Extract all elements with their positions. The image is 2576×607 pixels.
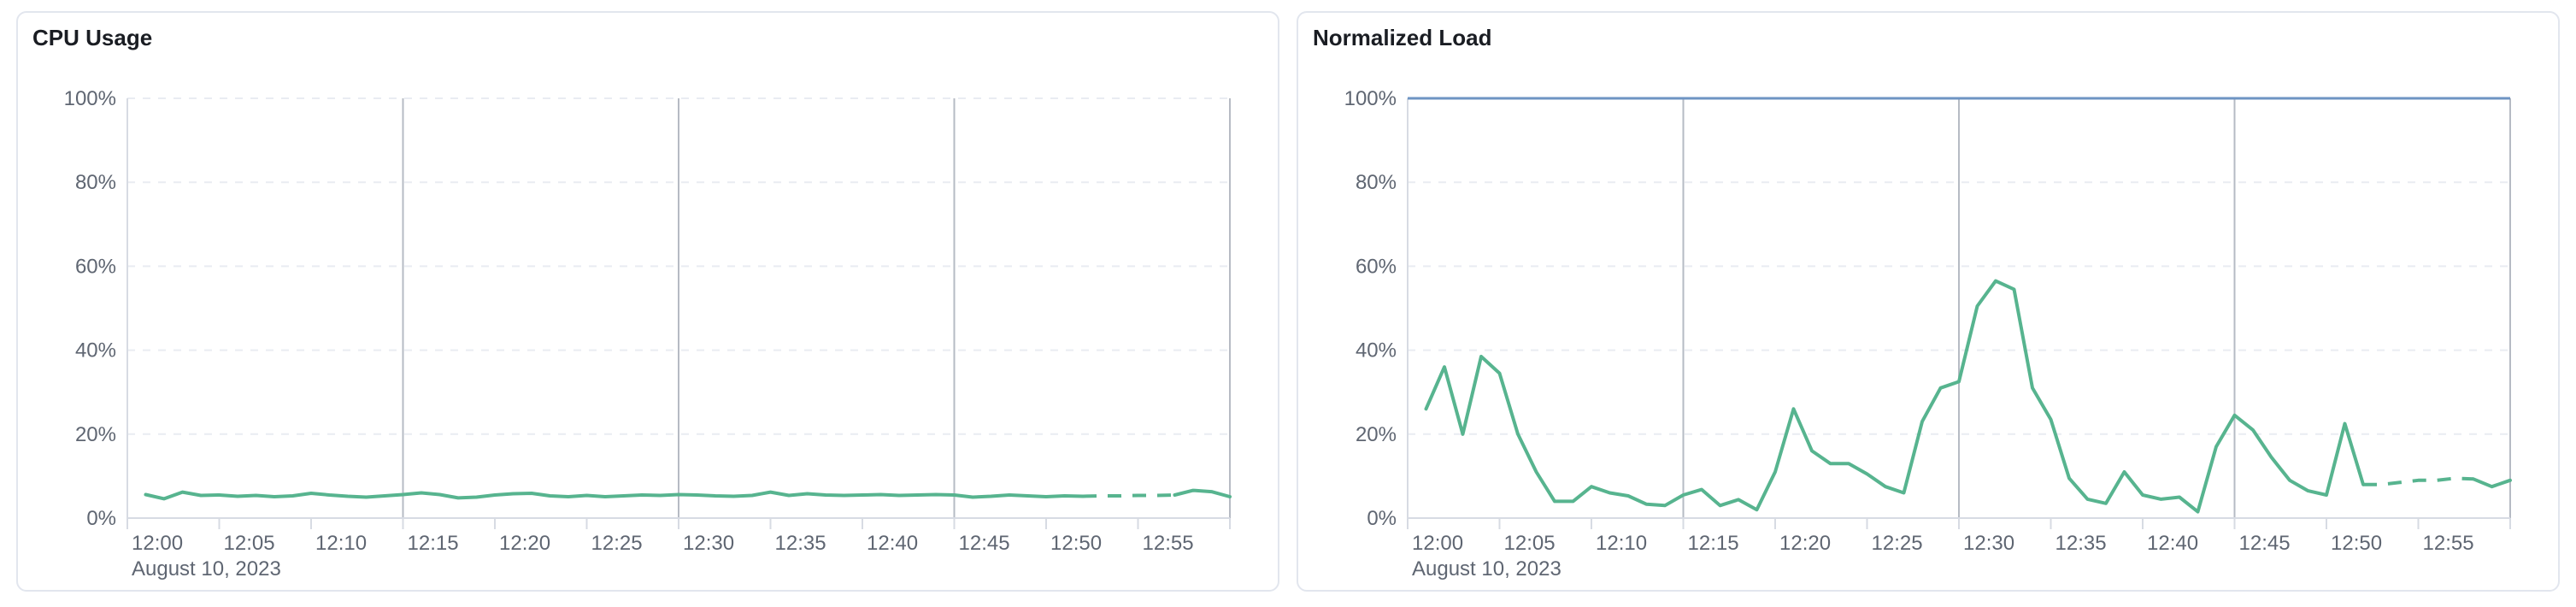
normalized-load-line-dashed [2363, 476, 2474, 486]
x-tick-label: 12:15 [1688, 532, 1739, 555]
y-tick-label: 60% [1356, 255, 1397, 278]
x-tick-label: 12:40 [867, 532, 918, 555]
x-tick-label: 12:25 [1872, 532, 1923, 555]
y-tick-label: 80% [1356, 171, 1397, 194]
x-tick-label: 12:00 [132, 532, 183, 555]
x-tick-label: 12:05 [1504, 532, 1556, 555]
y-tick-label: 80% [75, 171, 116, 194]
normalized-load-line-solid [1424, 279, 2365, 514]
x-tick-label: 12:55 [2423, 532, 2474, 555]
x-tick-label: 12:15 [408, 532, 459, 555]
cpu-usage-line-dashed [1082, 493, 1175, 498]
y-tick-label: 40% [1356, 339, 1397, 362]
x-tick-label: 12:35 [775, 532, 826, 555]
y-tick-label: 60% [75, 255, 116, 278]
x-tick-label: 12:10 [315, 532, 367, 555]
y-tick-label: 0% [1367, 507, 1397, 530]
x-tick-label: 12:00 [1412, 532, 1463, 555]
x-tick-label: 12:25 [591, 532, 643, 555]
x-tick-label: 12:45 [959, 532, 1010, 555]
x-tick-label: 12:10 [1596, 532, 1647, 555]
normalized-load-panel: Normalized Load 12:00 12:05 12:10 12:15 12:2… [1297, 11, 2560, 592]
x-tick-label: 12:45 [2239, 532, 2291, 555]
panel-title-normalized-load: Normalized Load [1313, 25, 1492, 50]
y-tick-label: 0% [86, 507, 116, 530]
cpu-usage-panel: CPU Usage 12:00 12:05 12:10 12:15 12:20 12:25… [16, 11, 1279, 592]
y-tick-label: 40% [75, 339, 116, 362]
x-tick-label: 12:35 [2056, 532, 2107, 555]
x-tick-label: 12:05 [224, 532, 275, 555]
x-axis-date-label: August 10, 2023 [132, 557, 281, 580]
cpu-usage-chart[interactable]: 12:00 12:05 12:10 12:15 12:20 12:25 12:30 12:35… [18, 13, 1278, 590]
x-tick-label: 12:40 [2147, 532, 2198, 555]
y-tick-label: 20% [1356, 423, 1397, 446]
normalized-load-line-solid [2472, 477, 2512, 489]
x-tick-label: 12:55 [1143, 532, 1194, 555]
x-tick-label: 12:20 [1779, 532, 1831, 555]
cpu-usage-line-solid [144, 490, 1085, 501]
x-axis-date-label: August 10, 2023 [1412, 557, 1561, 580]
x-tick-label: 12:50 [2331, 532, 2382, 555]
normalized-load-chart[interactable]: 12:00 12:05 12:10 12:15 12:20 12:25 12:30 12:35… [1298, 13, 2558, 590]
y-tick-label: 100% [64, 87, 116, 110]
y-tick-label: 100% [1344, 87, 1397, 110]
panel-title-cpu-usage: CPU Usage [32, 25, 153, 50]
x-tick-label: 12:30 [1963, 532, 2014, 555]
x-tick-label: 12:20 [499, 532, 550, 555]
x-tick-label: 12:30 [683, 532, 734, 555]
y-tick-label: 20% [75, 423, 116, 446]
x-tick-label: 12:50 [1050, 532, 1102, 555]
cpu-usage-line-solid [1173, 488, 1232, 498]
